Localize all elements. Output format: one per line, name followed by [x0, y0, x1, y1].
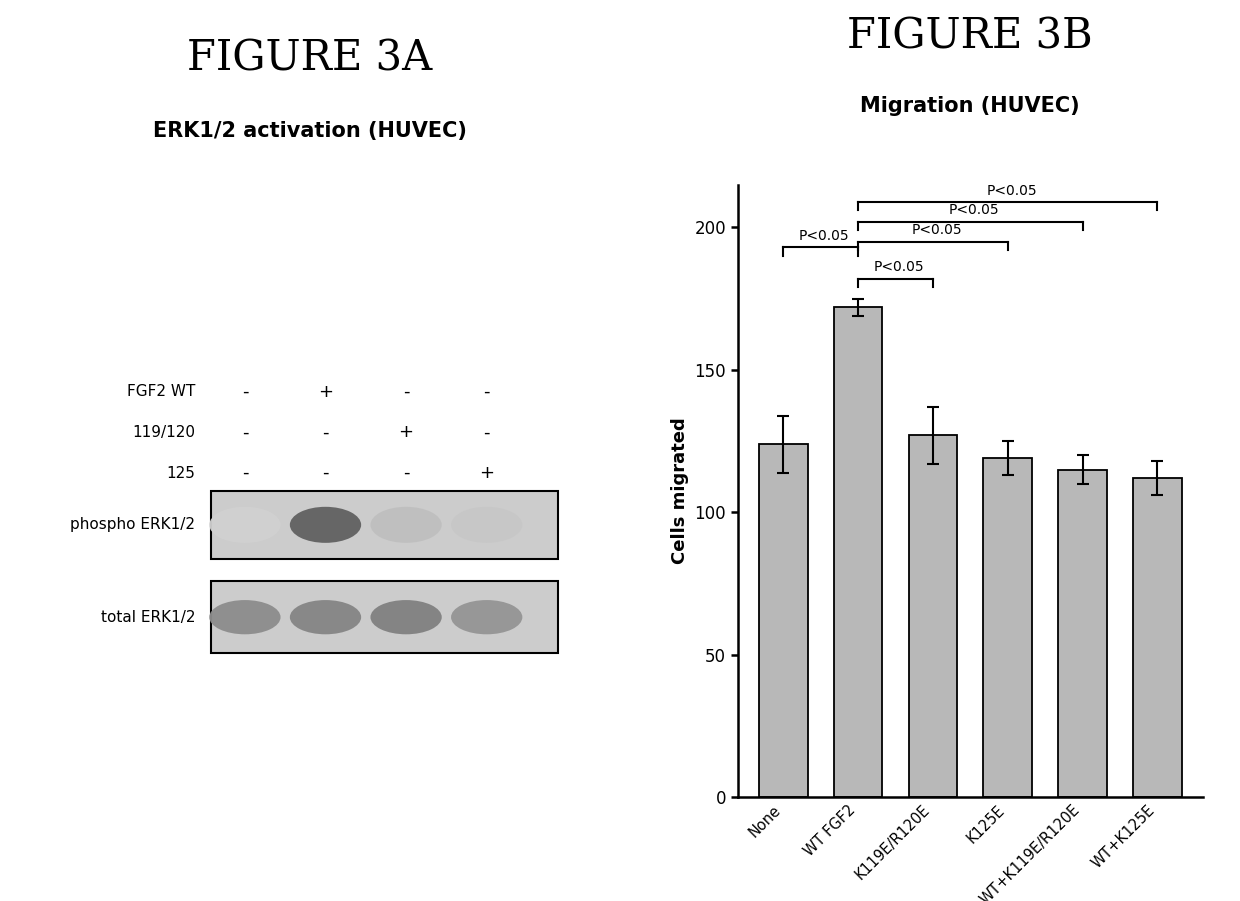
Bar [983, 459, 1032, 797]
Bar [1058, 469, 1107, 797]
Bar [211, 491, 558, 559]
Text: FGF2 WT: FGF2 WT [126, 385, 196, 399]
Y-axis label: Cells migrated: Cells migrated [671, 418, 688, 564]
Text: -: - [242, 423, 248, 441]
Text: +: + [398, 423, 414, 441]
Ellipse shape [290, 600, 361, 634]
Bar [759, 444, 807, 797]
Text: -: - [322, 423, 329, 441]
Text: 119/120: 119/120 [133, 425, 196, 440]
Bar [909, 435, 957, 797]
Text: P<0.05: P<0.05 [874, 260, 925, 275]
Text: Migration (HUVEC): Migration (HUVEC) [859, 96, 1080, 116]
Text: -: - [242, 383, 248, 401]
Bar [1133, 478, 1182, 797]
Text: P<0.05: P<0.05 [986, 184, 1037, 197]
Text: FIGURE 3B: FIGURE 3B [847, 15, 1092, 57]
Ellipse shape [451, 506, 522, 542]
Ellipse shape [210, 600, 280, 634]
Ellipse shape [371, 506, 441, 542]
Ellipse shape [290, 506, 361, 542]
Text: -: - [322, 464, 329, 482]
Text: total ERK1/2: total ERK1/2 [100, 610, 196, 624]
Text: P<0.05: P<0.05 [911, 223, 962, 238]
Bar [211, 581, 558, 653]
Text: ERK1/2 activation (HUVEC): ERK1/2 activation (HUVEC) [153, 121, 467, 141]
Ellipse shape [210, 506, 280, 542]
Text: -: - [403, 464, 409, 482]
Text: -: - [484, 383, 490, 401]
Text: phospho ERK1/2: phospho ERK1/2 [71, 517, 196, 532]
Text: -: - [484, 423, 490, 441]
Ellipse shape [371, 600, 441, 634]
Text: 125: 125 [166, 466, 196, 480]
Bar [833, 307, 883, 797]
Text: +: + [317, 383, 334, 401]
Ellipse shape [451, 600, 522, 634]
Text: -: - [403, 383, 409, 401]
Text: -: - [242, 464, 248, 482]
Text: P<0.05: P<0.05 [949, 204, 999, 217]
Text: FIGURE 3A: FIGURE 3A [187, 38, 433, 79]
Text: +: + [479, 464, 495, 482]
Text: P<0.05: P<0.05 [799, 229, 849, 243]
